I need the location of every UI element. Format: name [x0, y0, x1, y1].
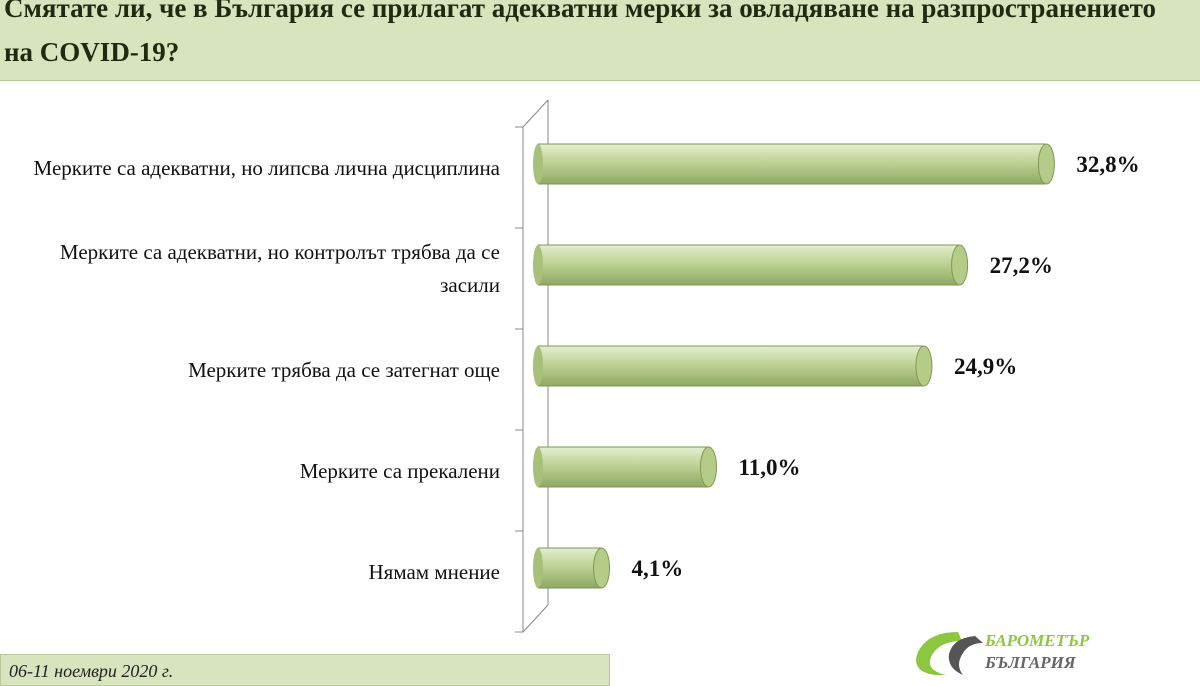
bar	[533, 345, 933, 387]
value-label: 27,2%	[990, 253, 1053, 278]
bar	[533, 143, 1055, 185]
value-label: 4,1%	[632, 556, 684, 581]
category-label: Мерките са адекватни, но контролът трябв…	[59, 240, 500, 297]
bar	[533, 446, 717, 488]
header: Смятате ли, че в България се прилагат ад…	[0, 0, 1200, 81]
category-label: Нямам мнение	[368, 559, 500, 584]
note: 06-11 ноември 2020 г.	[9, 661, 174, 681]
category-label: Мерките са прекалени	[299, 458, 500, 483]
value-label: 11,0%	[739, 455, 801, 480]
bar	[533, 547, 611, 589]
bar	[533, 244, 969, 286]
category-label: Мерките са адекватни, но липсва лична ди…	[33, 155, 500, 180]
value-label: 24,9%	[954, 354, 1017, 379]
category-label: Мерките трябва да се затегнат още	[188, 357, 500, 382]
chart-title: Смятате ли, че в България се прилагат ад…	[4, 0, 1156, 67]
value-label: 32,8%	[1076, 152, 1139, 177]
note-box: 06-11 ноември 2020 г.	[0, 654, 610, 686]
